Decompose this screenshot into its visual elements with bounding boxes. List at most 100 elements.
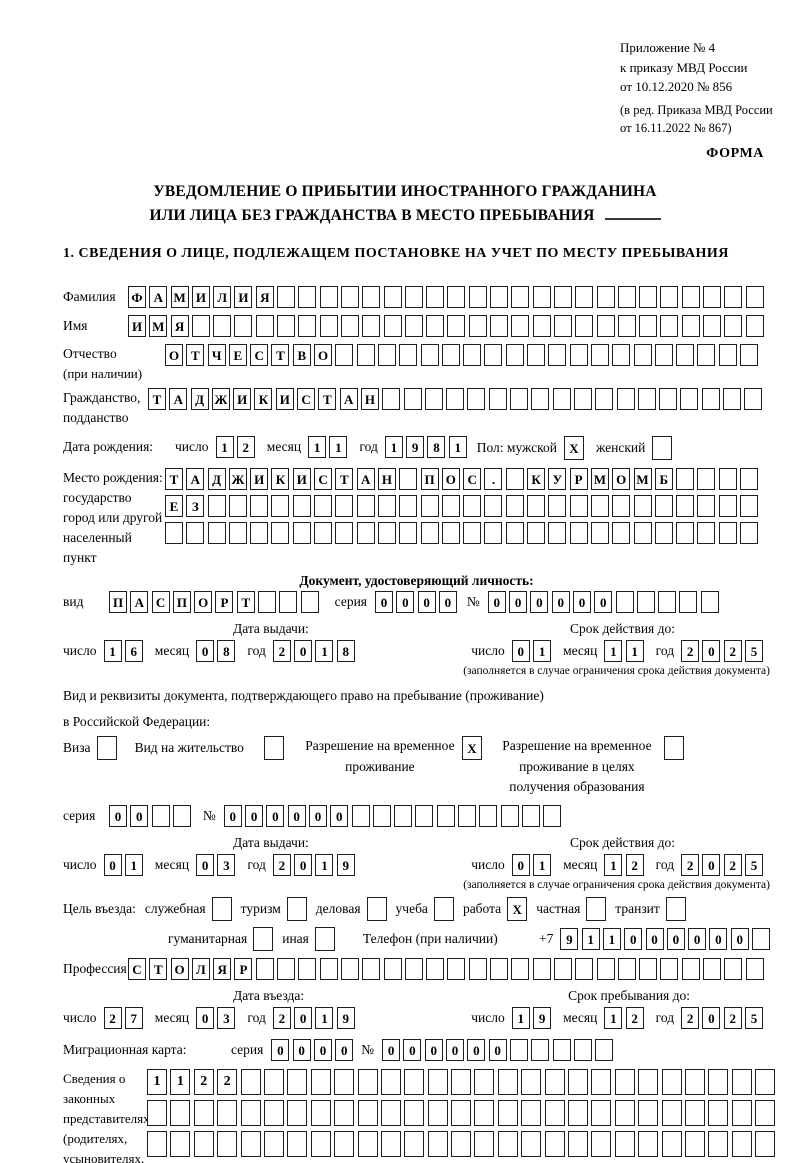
form-cell[interactable] bbox=[292, 495, 311, 517]
form-cell[interactable]: 0 bbox=[308, 805, 327, 828]
form-cell[interactable]: В bbox=[292, 344, 311, 366]
form-cell[interactable]: Р bbox=[569, 468, 588, 490]
form-cell[interactable] bbox=[616, 388, 635, 410]
form-cell[interactable] bbox=[484, 344, 503, 366]
form-cell[interactable]: М bbox=[590, 468, 609, 490]
form-cell[interactable] bbox=[681, 958, 700, 981]
form-cell[interactable] bbox=[300, 591, 319, 613]
form-cell[interactable] bbox=[334, 1069, 355, 1096]
form-cell[interactable]: 6 bbox=[124, 640, 143, 662]
form-cell[interactable]: 0 bbox=[396, 591, 415, 613]
form-cell[interactable] bbox=[527, 344, 546, 366]
form-cell[interactable]: 1 bbox=[147, 1069, 167, 1096]
form-cell[interactable] bbox=[286, 897, 307, 922]
form-cell[interactable] bbox=[277, 286, 296, 308]
form-cell[interactable]: 1 bbox=[384, 436, 403, 458]
form-cell[interactable] bbox=[654, 495, 673, 517]
form-cell[interactable]: 0 bbox=[223, 805, 242, 828]
form-cell[interactable]: 1 bbox=[170, 1069, 191, 1096]
form-cell[interactable]: 0 bbox=[645, 928, 664, 951]
form-cell[interactable]: С bbox=[314, 468, 333, 490]
form-cell[interactable] bbox=[708, 1069, 729, 1096]
form-cell[interactable] bbox=[404, 315, 423, 337]
form-cell[interactable]: 1 bbox=[533, 640, 552, 662]
form-cell[interactable]: Б bbox=[654, 468, 673, 490]
form-cell[interactable]: 0 bbox=[511, 854, 530, 877]
form-cell[interactable] bbox=[420, 522, 439, 544]
form-cell[interactable] bbox=[404, 958, 423, 981]
form-cell[interactable] bbox=[451, 1131, 472, 1158]
form-cell[interactable]: 9 bbox=[533, 1007, 552, 1030]
form-cell[interactable] bbox=[615, 591, 634, 613]
form-cell[interactable]: 2 bbox=[681, 640, 700, 662]
form-cell[interactable] bbox=[467, 388, 486, 410]
form-cell[interactable] bbox=[548, 344, 567, 366]
form-cell[interactable]: Л bbox=[213, 286, 232, 308]
form-cell[interactable] bbox=[362, 958, 381, 981]
form-cell[interactable] bbox=[380, 1100, 401, 1127]
form-cell[interactable] bbox=[497, 1131, 518, 1158]
form-cell[interactable] bbox=[684, 1069, 705, 1096]
form-cell[interactable] bbox=[319, 315, 338, 337]
form-cell[interactable] bbox=[451, 1069, 472, 1096]
form-cell[interactable] bbox=[253, 927, 274, 952]
form-cell[interactable]: 2 bbox=[625, 1007, 644, 1030]
form-cell[interactable] bbox=[509, 1039, 528, 1062]
form-cell[interactable] bbox=[468, 958, 487, 981]
form-cell[interactable] bbox=[544, 1100, 565, 1127]
form-cell[interactable] bbox=[263, 1100, 284, 1127]
form-cell[interactable] bbox=[740, 495, 759, 517]
form-cell[interactable] bbox=[479, 805, 498, 828]
form-cell[interactable] bbox=[170, 1100, 191, 1127]
form-cell[interactable] bbox=[474, 1069, 495, 1096]
form-cell[interactable]: О bbox=[612, 468, 631, 490]
form-cell[interactable]: Т bbox=[149, 958, 168, 981]
form-cell[interactable] bbox=[372, 805, 391, 828]
form-cell[interactable]: 9 bbox=[336, 854, 355, 877]
form-cell[interactable] bbox=[638, 1069, 659, 1096]
form-cell[interactable] bbox=[591, 1100, 612, 1127]
form-cell[interactable] bbox=[298, 315, 317, 337]
form-cell[interactable] bbox=[314, 927, 335, 952]
form-cell[interactable] bbox=[213, 315, 232, 337]
form-cell[interactable] bbox=[638, 1131, 659, 1158]
form-cell[interactable] bbox=[335, 344, 354, 366]
form-cell[interactable]: 9 bbox=[406, 436, 425, 458]
form-cell[interactable] bbox=[404, 1069, 425, 1096]
form-cell[interactable] bbox=[404, 1131, 425, 1158]
form-cell[interactable] bbox=[424, 388, 443, 410]
form-cell[interactable]: Д bbox=[207, 468, 226, 490]
form-cell[interactable] bbox=[277, 958, 296, 981]
form-cell[interactable] bbox=[165, 522, 183, 544]
form-cell[interactable] bbox=[399, 495, 418, 517]
form-cell[interactable]: 2 bbox=[681, 1007, 700, 1030]
form-cell[interactable] bbox=[718, 522, 737, 544]
form-cell[interactable]: 0 bbox=[196, 854, 215, 877]
form-cell[interactable] bbox=[255, 315, 274, 337]
form-cell[interactable]: 2 bbox=[723, 640, 742, 662]
form-cell[interactable]: Ж bbox=[228, 468, 247, 490]
form-cell[interactable] bbox=[298, 286, 317, 308]
form-cell[interactable] bbox=[617, 958, 636, 981]
form-cell[interactable] bbox=[703, 286, 722, 308]
form-cell[interactable] bbox=[377, 495, 396, 517]
form-cell[interactable] bbox=[697, 344, 716, 366]
form-cell[interactable]: 0 bbox=[702, 1007, 721, 1030]
form-cell[interactable]: Ф bbox=[128, 286, 146, 308]
form-cell[interactable] bbox=[263, 736, 284, 761]
form-cell[interactable] bbox=[292, 522, 311, 544]
form-cell[interactable] bbox=[436, 805, 455, 828]
form-cell[interactable] bbox=[510, 388, 529, 410]
form-cell[interactable]: 1 bbox=[581, 928, 600, 951]
form-cell[interactable] bbox=[356, 495, 375, 517]
form-cell[interactable] bbox=[463, 522, 482, 544]
form-cell[interactable] bbox=[681, 315, 700, 337]
form-cell[interactable] bbox=[287, 1100, 308, 1127]
form-cell[interactable] bbox=[394, 805, 413, 828]
form-cell[interactable]: У bbox=[548, 468, 567, 490]
form-cell[interactable] bbox=[287, 1069, 308, 1096]
form-cell[interactable] bbox=[170, 1131, 191, 1158]
form-cell[interactable] bbox=[263, 1069, 284, 1096]
form-cell[interactable] bbox=[684, 1100, 705, 1127]
form-cell[interactable]: 2 bbox=[681, 854, 700, 877]
